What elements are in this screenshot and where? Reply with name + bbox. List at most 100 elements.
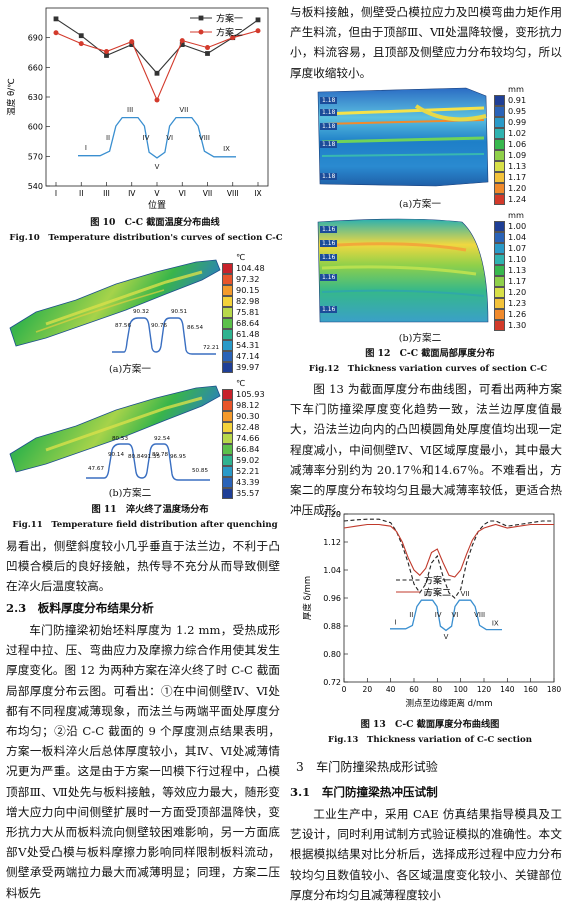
fig10-point (255, 28, 261, 34)
colorbar-row: 104.48 (222, 263, 265, 274)
colorbar-swatch (494, 95, 505, 106)
fig12b-thickness-contour (317, 218, 489, 323)
inset-region-label: IX (492, 619, 499, 627)
fig10-point (53, 16, 59, 22)
colorbar-row: 0.91 (494, 95, 526, 106)
fig10-point (230, 35, 236, 41)
fig11b-label: 47.67 (88, 466, 105, 472)
fig10-point (205, 51, 210, 56)
colorbar-value: 90.15 (236, 285, 260, 295)
fig10-xtick-label: V (154, 189, 160, 198)
fig11a-label: 90.51 (171, 309, 188, 315)
colorbar-value: 1.30 (508, 320, 527, 330)
colorbar-row: 74.66 (222, 433, 265, 444)
colorbar-row: 97.32 (222, 274, 265, 285)
fig11b-profile-inset (86, 443, 210, 481)
fig13-xtick-label: 140 (500, 685, 515, 694)
fig11b-label: 96.95 (170, 454, 187, 460)
inset-region-label: III (424, 590, 430, 598)
colorbar-row: 1.20 (494, 183, 526, 194)
fig11b-subcaption: (b)方案二 (108, 488, 152, 499)
colorbar-value: 61.48 (236, 329, 260, 339)
colorbar-value: 0.91 (508, 95, 527, 105)
colorbar-row: 68.64 (222, 318, 265, 329)
fig13-series-line (343, 523, 554, 578)
right-paragraph-2: 图 13 为截面厚度分布曲线图，可看出两种方案下车门防撞梁厚度变化趋势一致，法兰… (290, 382, 562, 518)
fig10-point (154, 97, 160, 103)
fig11b-colorbar: ℃ 105.93 98.12 90.30 82.48 74.66 66.84 59.02 52… (222, 378, 265, 499)
fig12b-tag: 1.16 (320, 254, 338, 261)
fig10-caption-en: Fig.10 Temperature distribution's curves… (9, 233, 283, 243)
fig13-xtick-label: 60 (409, 685, 419, 694)
fig10-xtick-label: VII (203, 189, 213, 198)
colorbar-value: 75.81 (236, 307, 260, 317)
fig10-ytick-label: 660 (28, 63, 43, 72)
colorbar-row: 1.00 (494, 221, 526, 232)
fig13-xtick-label: 100 (454, 685, 469, 694)
fig13-ytick-label: 0.96 (323, 594, 341, 603)
colorbar-value: 1.13 (508, 265, 527, 275)
fig10-legend-label: 方案二 (216, 27, 243, 39)
colorbar-row: 1.02 (494, 128, 526, 139)
fig13-axes: 0.72 0.80 0.88 0.96 1.04 1.12 1.20 0 20 40 60 80 100… (302, 510, 561, 709)
fig10-xtick-label: I (55, 189, 57, 198)
fig12a-tag: 1.18 (320, 109, 338, 116)
colorbar-swatch (222, 329, 233, 340)
fig11b-label: 90.14 (108, 452, 125, 458)
colorbar-swatch (494, 161, 505, 172)
fig11-caption-en: Fig.11 Temperature field distribution af… (12, 520, 278, 530)
inset-region-label: II (106, 134, 110, 142)
colorbar-row: 66.84 (222, 444, 265, 455)
fig10-ytick-label: 600 (28, 123, 43, 132)
colorbar-swatch (494, 221, 505, 232)
fig10-point (129, 39, 135, 45)
fig10-point (129, 42, 135, 47)
fig13-legend-label: 方案一 (424, 575, 451, 587)
colorbar-value: 74.66 (236, 433, 260, 443)
fig10-series (53, 16, 261, 103)
inset-region-label: VIII (199, 134, 210, 142)
right-paragraph-3: 工业生产中，采用 CAE 仿真结果指导模具及工艺设计，同时利用试制方式验证模拟的… (290, 807, 562, 902)
colorbar-swatch (494, 117, 505, 128)
fig11a-unit: ℃ (236, 252, 246, 262)
fig10-point (104, 53, 109, 58)
inset-region-label: V (444, 633, 449, 641)
fig10-ytick-label: 570 (28, 152, 43, 161)
colorbar-row: 1.26 (494, 309, 526, 320)
colorbar-swatch (494, 183, 505, 194)
left-paragraph-2: 车门防撞梁初始坯料厚度为 1.2 mm，受热成形过程中拉、压、弯曲应力及摩擦力综… (6, 623, 280, 900)
colorbar-value: 1.02 (508, 128, 527, 138)
fig11a-profile-inset (112, 317, 216, 355)
fig10-point (255, 17, 261, 23)
inset-region-label: VIII (474, 611, 485, 619)
fig12b-tag: 1.16 (320, 226, 338, 233)
colorbar-swatch (494, 106, 505, 117)
colorbar-row: 1.30 (494, 320, 526, 331)
fig10-series-line (55, 18, 259, 75)
colorbar-value: 104.48 (236, 263, 265, 273)
inset-region-label: VI (166, 134, 173, 142)
colorbar-value: 47.14 (236, 351, 260, 361)
fig12b-unit: mm (508, 210, 524, 220)
colorbar-value: 68.64 (236, 318, 260, 328)
colorbar-row: 61.48 (222, 329, 265, 340)
colorbar-value: 90.30 (236, 411, 260, 421)
colorbar-swatch (222, 318, 233, 329)
inset-region-label: VI (452, 611, 459, 619)
inset-region-label: VII (461, 590, 470, 598)
colorbar-swatch (222, 455, 233, 466)
fig10-legend-marker (198, 29, 204, 35)
fig13-xtick-label: 160 (524, 685, 539, 694)
colorbar-swatch (222, 400, 233, 411)
colorbar-value: 0.95 (508, 106, 527, 116)
colorbar-value: 1.04 (508, 232, 527, 242)
fig10-point (104, 49, 109, 55)
inset-region-label: I (395, 619, 397, 627)
fig12a-subcaption: (a)方案一 (399, 199, 441, 210)
fig11a-label: 87.56 (115, 323, 132, 329)
colorbar-row: 1.09 (494, 150, 526, 161)
